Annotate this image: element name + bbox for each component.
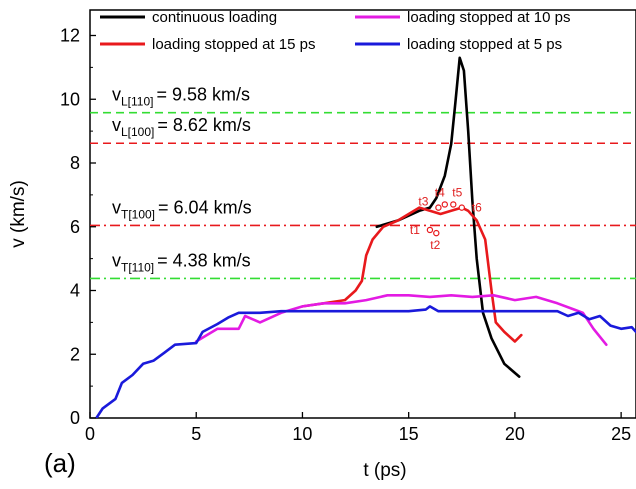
marker-t6: [458, 204, 465, 211]
marker-label-t4: t4: [435, 185, 445, 199]
marker-label-t1: t1: [410, 223, 420, 237]
y-tick-label-10: 10: [60, 89, 80, 109]
annotation-t-100: vT[100] = 6.04 km/s: [112, 197, 252, 221]
panel-label: (a): [44, 448, 76, 478]
series-line-loading-stopped-at-5-ps: [95, 305, 636, 418]
marker-label-t3: t3: [418, 195, 428, 209]
legend-label-loading-stopped-at-5-ps: loading stopped at 5 ps: [407, 36, 562, 53]
x-tick-label-20: 20: [505, 424, 525, 444]
series-line-continuous-loading: [375, 56, 521, 378]
velocity-annotations: vL[110] = 9.58 km/s vL[100] = 8.62 km/s vT[1…: [112, 85, 252, 275]
y-tick-label-12: 12: [60, 26, 80, 46]
legend-label-loading-stopped-at-15-ps: loading stopped at 15 ps: [152, 36, 315, 53]
marker-t3: [435, 204, 442, 211]
marker-label-t6: t6: [472, 201, 482, 215]
series-lines: [95, 56, 636, 418]
y-tick-label-0: 0: [70, 408, 80, 428]
marker-label-t5: t5: [452, 185, 462, 199]
axis-ticks: 0 5 10 15 20 25 0 2 4 6 8 10 12: [60, 26, 631, 445]
series-line-loading-stopped-at-10-ps: [194, 294, 608, 346]
y-tick-label-4: 4: [70, 281, 80, 301]
y-tick-label-2: 2: [70, 344, 80, 364]
y-tick-label-6: 6: [70, 217, 80, 237]
x-tick-label-10: 10: [292, 424, 312, 444]
annotation-t-110: vT[110] = 4.38 km/s: [112, 250, 251, 274]
annotation-l-100: vL[100] = 8.62 km/s: [112, 115, 251, 139]
reference-lines: [90, 111, 636, 280]
marker-t4: [441, 201, 448, 208]
x-tick-label-0: 0: [85, 424, 95, 444]
marker-t1: [426, 226, 434, 234]
time-markers: t1 t2 t3 t4 t5 t6: [410, 185, 482, 252]
legend-label-continuous-loading: continuous loading: [152, 9, 277, 26]
y-axis-title: v (km/s): [8, 180, 29, 248]
x-tick-label-25: 25: [611, 424, 631, 444]
marker-t2: [433, 229, 440, 237]
x-tick-label-15: 15: [399, 424, 419, 444]
marker-label-t2: t2: [430, 238, 440, 252]
marker-t5: [450, 201, 457, 208]
legend-label-loading-stopped-at-10-ps: loading stopped at 10 ps: [407, 9, 570, 26]
x-axis-title: t (ps): [363, 460, 406, 481]
series-line-loading-stopped-at-15-ps: [301, 206, 523, 343]
plot-frame: [89, 9, 636, 419]
annotation-l-110: vL[110] = 9.58 km/s: [112, 85, 250, 109]
y-tick-label-8: 8: [70, 153, 80, 173]
x-tick-label-5: 5: [191, 424, 201, 444]
legend: continuous loading loading stopped at 10 …: [100, 9, 570, 53]
